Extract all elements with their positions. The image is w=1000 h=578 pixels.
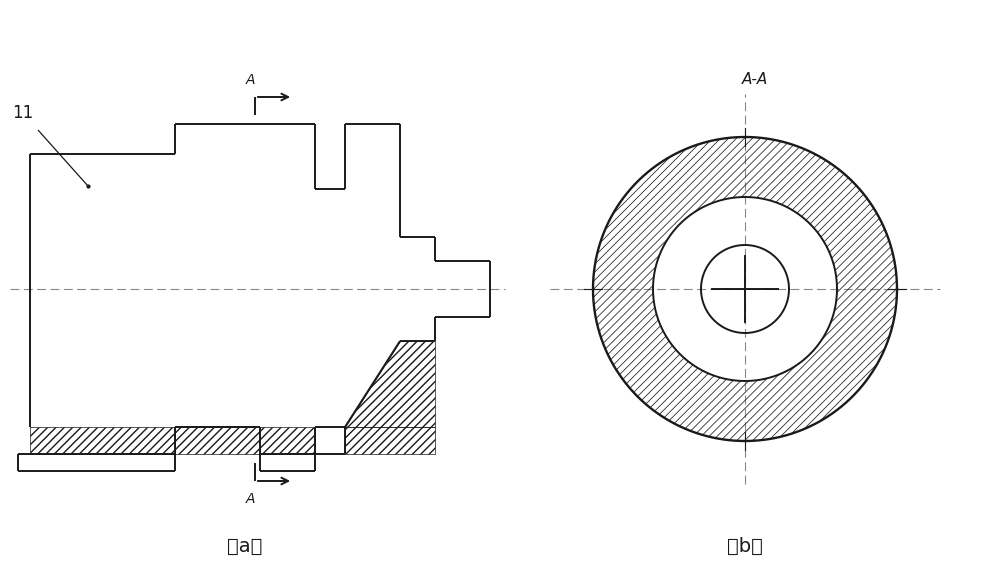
Text: A: A — [245, 492, 255, 506]
Text: （b）: （b） — [727, 537, 763, 556]
Text: 11: 11 — [12, 104, 33, 122]
Bar — [345, 427, 435, 454]
Bar — [30, 427, 175, 454]
Text: A-A: A-A — [742, 72, 768, 87]
Text: （a）: （a） — [227, 537, 263, 556]
Text: A: A — [245, 73, 255, 87]
